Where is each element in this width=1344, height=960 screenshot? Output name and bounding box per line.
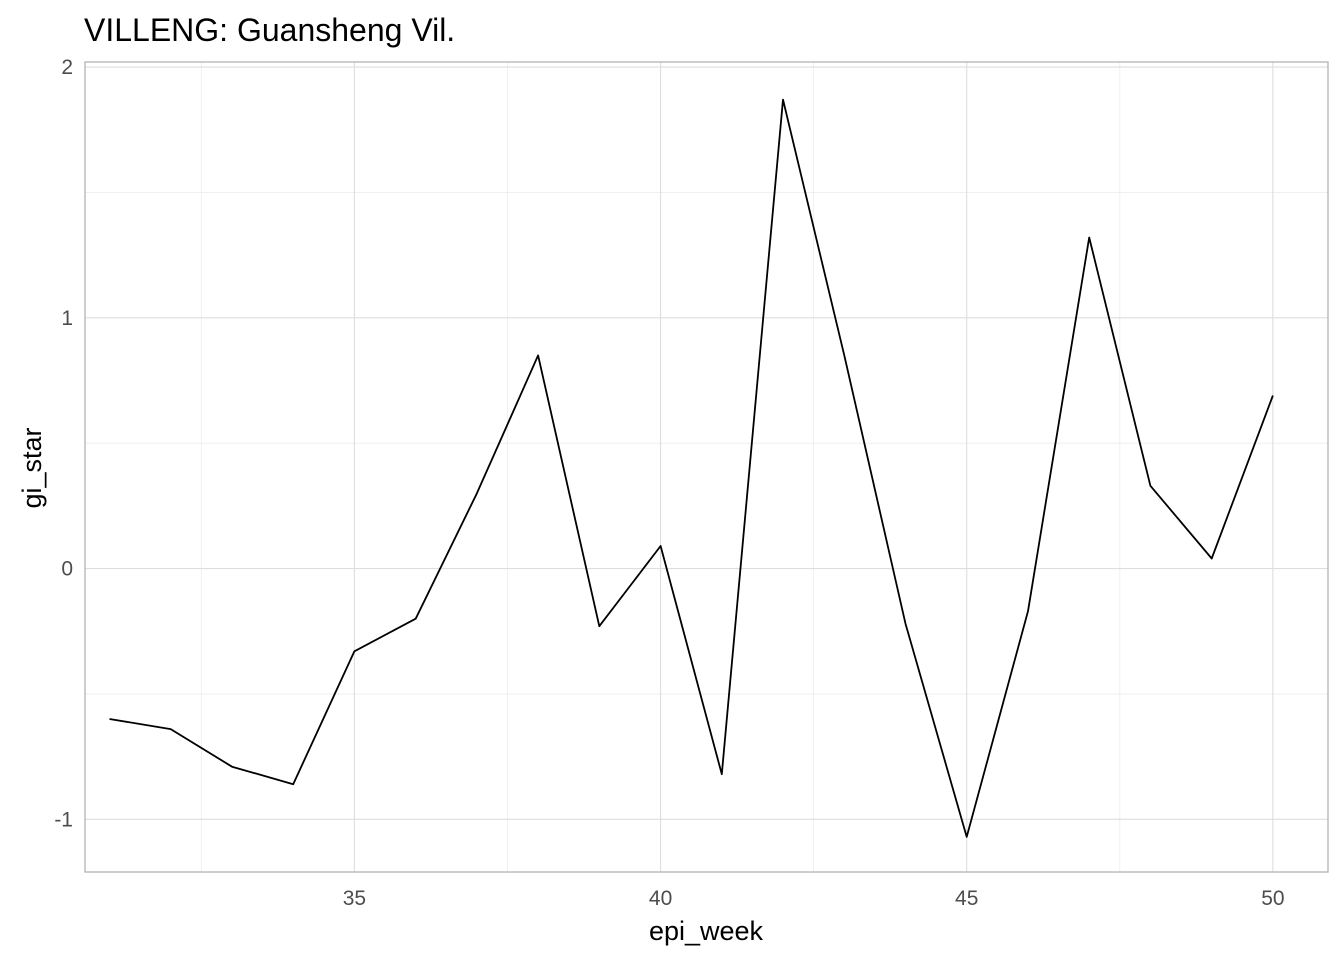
y-tick-label: -1 <box>54 808 73 831</box>
series-layer <box>109 98 1274 838</box>
plot-panel <box>84 61 1329 873</box>
y-tick-label: 1 <box>61 307 73 330</box>
y-axis-label: gi_star <box>17 427 47 508</box>
x-axis-label: epi_week <box>649 916 764 946</box>
x-axis: 35 40 45 50 <box>343 887 1285 910</box>
y-tick-label: 0 <box>61 558 73 581</box>
y-tick-label: 2 <box>61 56 73 79</box>
y-axis: -1 0 1 2 <box>54 56 73 831</box>
x-tick-label: 45 <box>955 887 978 910</box>
x-tick-label: 50 <box>1261 887 1284 910</box>
series-line <box>109 98 1274 838</box>
x-tick-label: 40 <box>649 887 672 910</box>
chart-title: VILLENG: Guansheng Vil. <box>84 12 455 48</box>
grid <box>85 62 1328 872</box>
x-tick-label: 35 <box>343 887 366 910</box>
